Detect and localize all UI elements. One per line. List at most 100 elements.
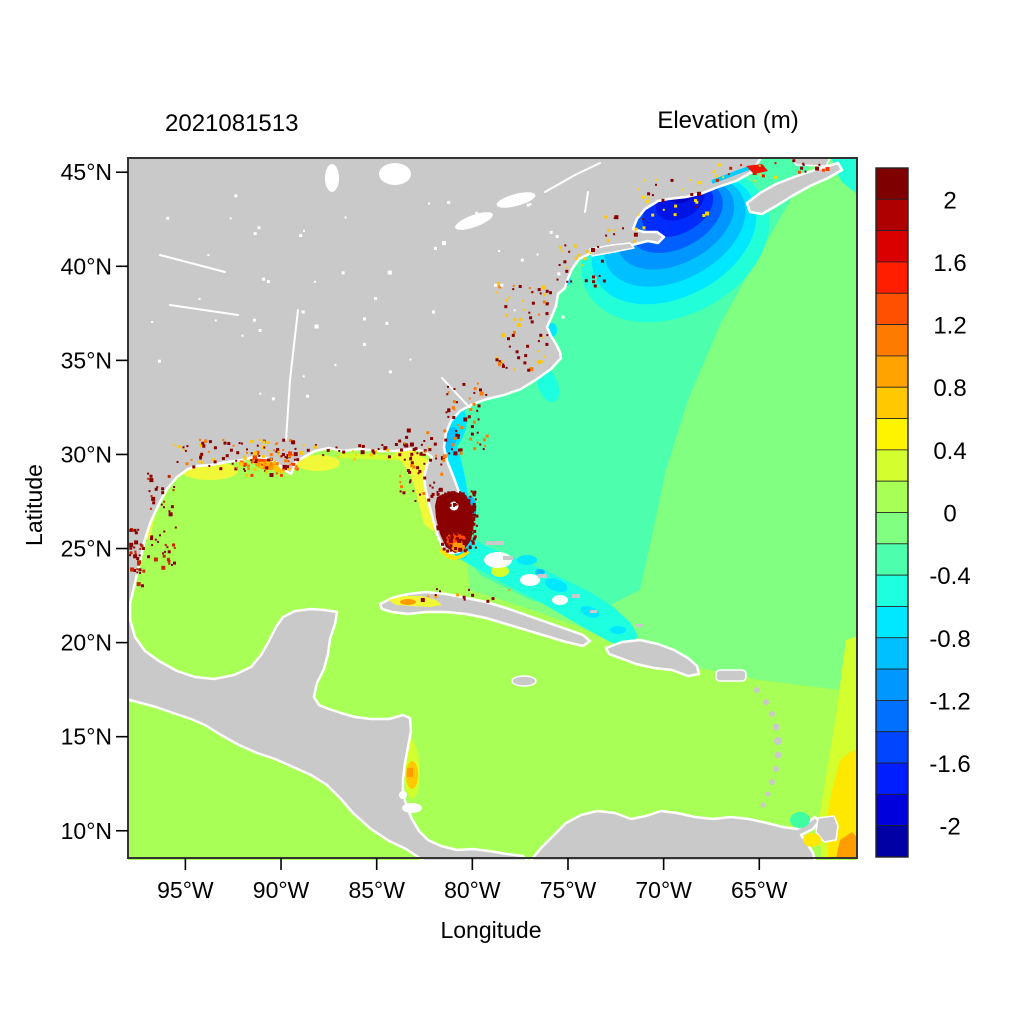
andros-isle (503, 556, 513, 560)
speckle-inland-lakes-west (198, 297, 201, 300)
speckle-maine-coast (695, 200, 699, 204)
speckle-carolina-virginia-coast (522, 309, 525, 311)
speckle-cuba-north-coast (456, 593, 460, 597)
speckle-newjersey-newyork-coast (570, 280, 573, 283)
speckle-louisiana-coast (281, 453, 285, 456)
speckle-mexico-coast (139, 548, 142, 550)
speckle-panhandle-coast (387, 455, 391, 459)
speckle-carolina-virginia-coast (536, 360, 541, 365)
antilles-isle (769, 711, 775, 717)
speckle-inland-lakes-east (561, 315, 565, 319)
speckle-fundy-coast (758, 164, 761, 167)
speckle-texas-coast (168, 512, 173, 517)
speckle-mississippi-delta (256, 450, 260, 454)
speckle-louisiana-coast (267, 458, 271, 462)
speckle-south-florida (466, 500, 471, 505)
speckle-georgia-carolina-coast (472, 420, 476, 424)
speckle-texas-coast (173, 561, 176, 565)
cuba-west-orange-core (400, 599, 416, 605)
speckle-south-florida (436, 527, 440, 531)
speckle-panhandle-coast (383, 446, 388, 451)
land-trinidad (815, 815, 839, 843)
speckle-south-florida (436, 492, 440, 496)
speckle-carolina-virginia-coast (523, 361, 527, 365)
bahamas-sky-patch (535, 569, 545, 575)
speckle-inland-lakes-east (447, 201, 451, 204)
speckle-south-florida (462, 492, 465, 495)
speckle-maine-coast (661, 198, 665, 202)
speckle-inland-lakes-west (253, 232, 257, 236)
speckle-mexico-coast (130, 567, 135, 572)
speckle-south-florida (472, 513, 476, 517)
colorbar-cell (875, 574, 909, 607)
colorbar-tick-label: -0.4 (929, 563, 970, 590)
speckle-carolina-virginia-coast (507, 337, 510, 341)
speckle-carolina-virginia-coast (505, 313, 509, 317)
speckle-carolina-virginia-coast (537, 340, 540, 343)
speckle-south-florida (473, 535, 477, 539)
speckle-west-florida-coast (409, 480, 412, 483)
speckle-maine-coast (670, 178, 674, 182)
speckle-maine-coast (689, 179, 692, 182)
speckle-louisiana-coast (213, 446, 217, 450)
bahamas-cyan-patch (517, 555, 537, 565)
speckle-carolina-virginia-coast (501, 364, 505, 368)
speckle-mississippi-delta (294, 466, 298, 470)
speckle-louisiana-coast (256, 444, 259, 447)
y-tick-label: 35°N (61, 347, 112, 373)
speckle-south-florida (472, 491, 476, 495)
bahama-isle (538, 574, 547, 578)
speckle-panhandle-coast (322, 454, 325, 457)
speckle-inland-lakes-west (374, 297, 378, 300)
speckle-panhandle-coast (306, 448, 310, 452)
speckle-south-florida (464, 525, 467, 528)
speckle-west-florida-coast (403, 458, 406, 461)
speckle-panhandle-coast (423, 453, 426, 456)
lake-michigan (325, 164, 339, 192)
speckle-south-florida (475, 514, 479, 518)
lesser-antilles-arc (754, 687, 782, 808)
speckle-south-florida (454, 530, 457, 533)
speckle-carolina-virginia-coast (518, 285, 522, 288)
speckle-carolina-virginia-coast (502, 363, 505, 366)
speckle-panhandle-coast (377, 448, 380, 450)
speckle-louisiana-coast (234, 467, 238, 471)
speckle-carolina-virginia-coast (498, 285, 502, 289)
speckle-texas-coast (149, 474, 153, 478)
bahamas-yellowgreen-patch (491, 565, 509, 577)
colorbar-cell (875, 731, 909, 764)
speckle-south-florida (455, 533, 458, 536)
speckle-carolina-virginia-coast (545, 342, 549, 346)
y-axis-label: Latitude (21, 464, 47, 546)
speckle-maine-coast (694, 199, 697, 202)
speckle-west-florida-coast (406, 428, 411, 433)
speckle-louisiana-coast (288, 455, 291, 458)
speckle-west-florida-coast (409, 479, 412, 482)
speckle-south-florida (448, 503, 452, 507)
x-tick-label: 90°W (253, 877, 310, 903)
speckle-mississippi-delta (289, 463, 292, 466)
speckle-panhandle-coast (353, 457, 357, 461)
speckle-west-florida-coast (410, 456, 413, 459)
speckle-texas-coast (147, 477, 150, 480)
speckle-new-england-coast (607, 228, 611, 232)
speckle-newjersey-newyork-coast (591, 248, 595, 252)
speckle-carolina-virginia-coast (541, 360, 544, 363)
speckle-cuba-north-coast (471, 593, 475, 597)
speckle-south-florida (468, 503, 471, 506)
speckle-carolina-virginia-coast (515, 350, 519, 354)
speckle-fundy-coast (774, 162, 777, 165)
speckle-panhandle-coast (412, 448, 416, 451)
speckle-maine-coast (702, 214, 706, 217)
speckle-inland-lakes-west (299, 234, 303, 238)
speckle-inland-lakes-east (500, 283, 504, 287)
speckle-cuba-north-coast (435, 588, 438, 591)
colorbar-cell (875, 261, 909, 294)
speckle-west-florida-coast (438, 488, 441, 491)
speckle-south-florida (458, 519, 461, 522)
speckle-louisiana-coast (292, 454, 295, 456)
speckle-louisiana-coast (192, 465, 196, 469)
speckle-mexico-coast (134, 552, 137, 555)
speckle-georgia-carolina-coast (476, 431, 479, 434)
